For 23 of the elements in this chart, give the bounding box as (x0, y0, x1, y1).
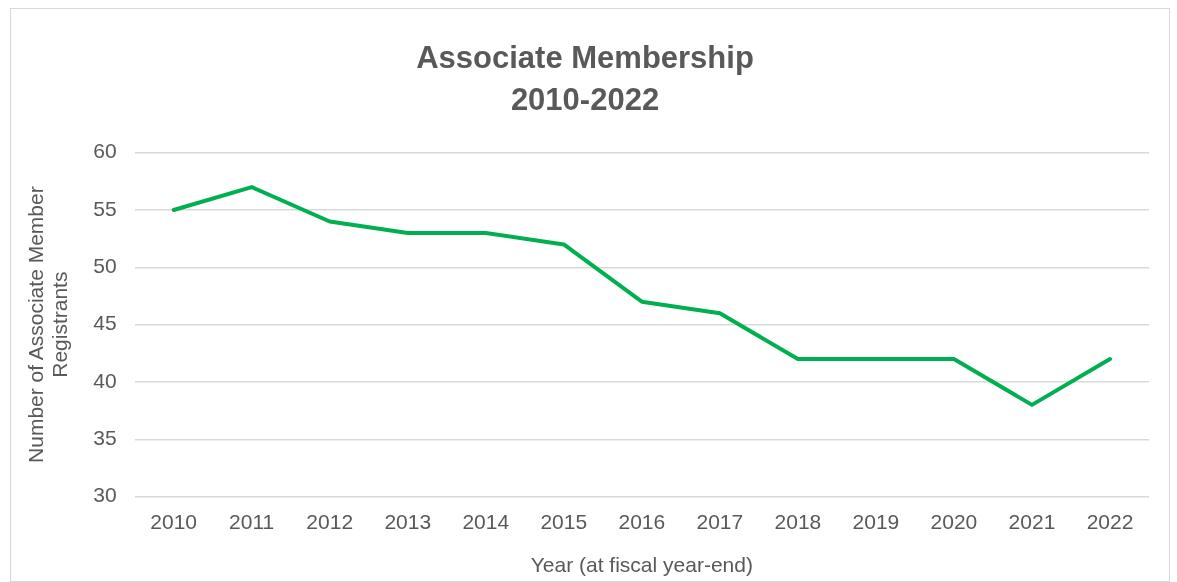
x-tick-label: 2010 (150, 510, 198, 533)
x-tick-label: 2014 (462, 510, 510, 533)
y-axis-title: Number of Associate Member Registrants (23, 186, 72, 463)
x-axis-title: Year (at fiscal year-end) (530, 553, 753, 577)
x-tick-label: 2021 (1008, 510, 1056, 533)
y-tick-label: 55 (93, 196, 117, 220)
x-tick-label: 2019 (852, 510, 900, 533)
x-tick-label: 2013 (384, 510, 432, 533)
chart-title: Associate Membership 2010-2022 (416, 40, 754, 118)
x-tick-label: 2015 (540, 510, 588, 533)
x-tick-label: 2012 (306, 510, 354, 533)
x-tick-label: 2018 (774, 510, 822, 533)
y-tick-label: 35 (93, 426, 117, 450)
y-tick-label: 30 (93, 483, 117, 507)
x-tick-label: 2011 (229, 510, 275, 533)
x-tick-label: 2017 (696, 510, 744, 533)
y-tick-label: 60 (93, 139, 117, 163)
y-tick-label: 50 (93, 254, 117, 278)
y-tick-label: 45 (93, 311, 117, 335)
x-tick-label: 2020 (930, 510, 978, 533)
y-tick-label: 40 (93, 368, 117, 392)
x-tick-label: 2016 (618, 510, 666, 533)
x-tick-label: 2022 (1086, 510, 1134, 533)
